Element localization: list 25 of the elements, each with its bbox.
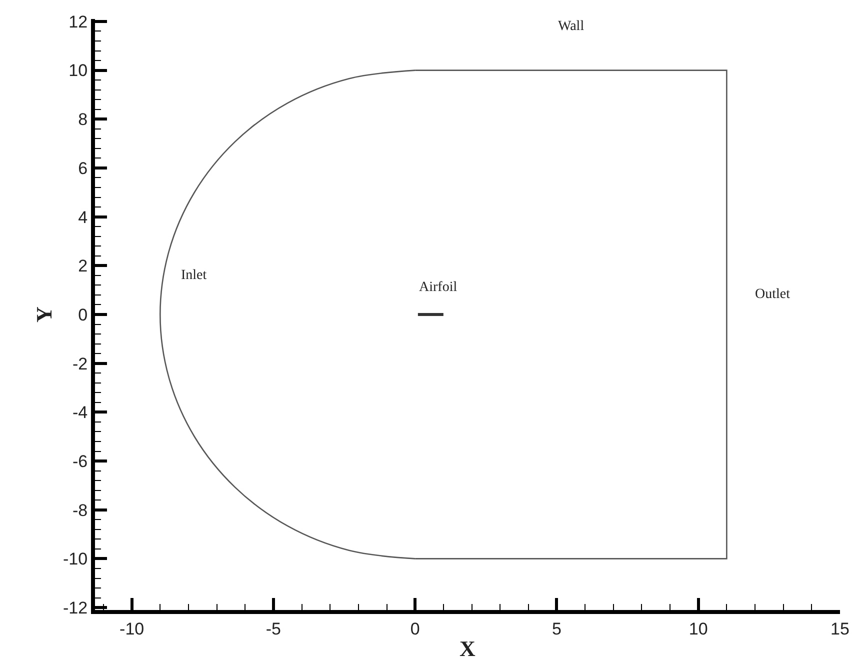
y-tick-label: -2 [72,354,88,374]
annotation: Wall [558,19,584,34]
y-tick-label: 0 [78,305,88,324]
x-axis-title: X [460,636,476,661]
y-axis-title: Y [31,306,56,322]
annotation: Outlet [755,287,790,302]
annotation: Inlet [181,268,207,283]
y-tick-label: -6 [72,452,88,471]
y-tick-label: 12 [68,12,88,32]
y-tick-label: 6 [78,158,88,178]
x-tick-label: 0 [410,619,420,638]
y-tick-label: 10 [68,61,88,80]
x-tick-label: -10 [120,619,144,638]
x-tick-label: 5 [552,619,562,638]
y-tick-label: -4 [72,403,88,422]
x-tick-label: 15 [830,619,850,638]
y-tick-label: 4 [78,208,88,227]
x-tick-label: 10 [688,619,708,638]
x-tick-label: -5 [266,619,282,638]
y-tick-label: 8 [78,110,88,130]
y-tick-label: -8 [72,500,88,520]
y-tick-label: -10 [63,550,88,569]
annotation: Airfoil [419,280,458,295]
y-tick-label: -12 [63,598,88,618]
y-tick-label: 2 [78,256,88,276]
